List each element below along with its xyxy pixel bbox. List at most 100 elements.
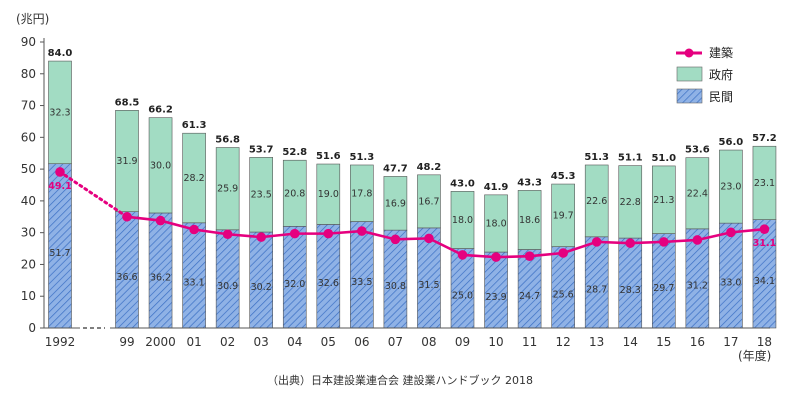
x-category-label: 16	[690, 335, 705, 349]
bar-private	[484, 251, 508, 329]
private-value-label: 33.0	[720, 278, 741, 289]
line-point	[122, 211, 132, 222]
x-category-label: 17	[723, 335, 738, 349]
bar-government	[249, 157, 273, 233]
private-value-label: 23.9	[485, 292, 506, 303]
line-value-label: 31.1	[753, 238, 776, 249]
government-value-label: 23.1	[754, 178, 775, 189]
private-value-label: 32.6	[318, 278, 339, 289]
total-value-label: 53.6	[685, 145, 710, 156]
labels-layer: 1992 51.7 32.3 84.0 99 36.6 31.9 68.5 2000 36.2 30…	[45, 48, 777, 349]
bar-private	[752, 219, 777, 329]
bar-private	[551, 246, 575, 329]
bar-government	[450, 191, 475, 249]
total-value-label: 66.2	[148, 105, 173, 116]
y-tick-label: 50	[21, 162, 36, 176]
line-point	[189, 224, 199, 235]
bar-government	[752, 145, 777, 220]
government-value-label: 28.2	[184, 173, 205, 184]
total-value-label: 47.7	[383, 163, 408, 174]
legend-label-line: 建築	[709, 45, 733, 60]
private-value-label: 36.6	[116, 272, 137, 283]
bar-private	[316, 224, 341, 329]
x-category-label: 10	[488, 335, 503, 349]
line-point	[524, 251, 535, 261]
bar-government	[148, 117, 173, 214]
x-category-label: 14	[623, 335, 638, 349]
line-point	[390, 234, 401, 245]
line-point	[591, 237, 602, 247]
y-tick-label: 80	[21, 67, 36, 81]
private-value-label: 30.2	[251, 282, 272, 293]
line-point	[625, 238, 636, 248]
government-value-label: 18.0	[485, 218, 506, 229]
total-value-label: 56.8	[215, 135, 240, 146]
private-value-label: 31.2	[687, 280, 708, 291]
line-point	[659, 237, 669, 247]
bar-private	[584, 236, 609, 329]
government-value-label: 16.7	[418, 196, 439, 207]
total-value-label: 48.2	[417, 162, 442, 173]
private-value-label: 33.5	[351, 277, 372, 288]
total-value-label: 51.1	[618, 153, 643, 164]
y-tick-label: 60	[21, 130, 36, 144]
line-point	[424, 233, 434, 244]
government-value-label: 20.8	[284, 188, 305, 199]
total-value-label: 51.6	[316, 151, 341, 162]
x-category-label: 2000	[145, 335, 176, 349]
bar-private	[651, 233, 676, 329]
bar-government	[282, 159, 307, 227]
total-value-label: 43.3	[517, 177, 542, 188]
x-category-label: 09	[455, 335, 470, 349]
government-value-label: 21.3	[653, 195, 674, 206]
y-tick-label: 20	[21, 257, 36, 271]
x-category-label: 06	[354, 335, 369, 349]
government-value-label: 32.3	[49, 107, 70, 118]
y-tick-label: 70	[21, 99, 36, 113]
government-value-label: 19.0	[318, 189, 339, 200]
total-value-label: 45.3	[551, 171, 576, 182]
legend-line-marker	[684, 48, 694, 58]
government-value-label: 31.9	[116, 156, 137, 167]
line-value-label: 49.1	[48, 181, 71, 192]
bar-private	[215, 229, 240, 329]
private-value-label: 30.9	[217, 281, 238, 292]
government-value-label: 25.9	[217, 184, 238, 195]
private-value-label: 28.3	[620, 285, 641, 296]
line-series-path	[126, 215, 765, 259]
bar-government	[719, 149, 743, 224]
total-value-label: 56.0	[719, 137, 744, 148]
total-value-label: 61.3	[182, 120, 207, 131]
total-value-label: 68.5	[115, 97, 140, 108]
bar-private	[282, 226, 307, 329]
bar-government	[115, 110, 139, 212]
total-value-label: 57.2	[752, 133, 777, 144]
bar-private	[450, 248, 475, 329]
bar-private	[249, 231, 273, 329]
government-value-label: 19.7	[553, 210, 574, 221]
bar-government	[618, 165, 643, 239]
legend-label-government: 政府	[709, 67, 733, 82]
bar-private	[383, 229, 408, 329]
total-value-label: 52.8	[282, 147, 307, 158]
x-category-label: 04	[287, 335, 302, 349]
line-point	[726, 227, 736, 238]
y-unit-label: (兆円)	[16, 12, 49, 26]
x-category-label: 18	[757, 335, 772, 349]
private-value-label: 32.0	[284, 279, 305, 290]
bar-government	[350, 164, 374, 222]
legend: 建築 政府 民間	[676, 45, 733, 104]
x-category-label: 15	[656, 335, 671, 349]
total-value-label: 43.0	[450, 178, 475, 189]
bars-layer	[48, 60, 777, 329]
bar-private	[350, 221, 374, 329]
private-value-label: 33.1	[184, 277, 205, 288]
government-value-label: 30.0	[150, 160, 171, 171]
x-category-label: 12	[556, 335, 571, 349]
government-value-label: 22.4	[687, 188, 708, 199]
line-layer	[55, 167, 770, 262]
axes-layer: 0 10 20 30 40 50 60 70 80 90	[21, 35, 770, 335]
total-value-label: 51.0	[651, 153, 676, 164]
x-category-label: 99	[119, 335, 134, 349]
private-value-label: 31.5	[418, 280, 439, 291]
